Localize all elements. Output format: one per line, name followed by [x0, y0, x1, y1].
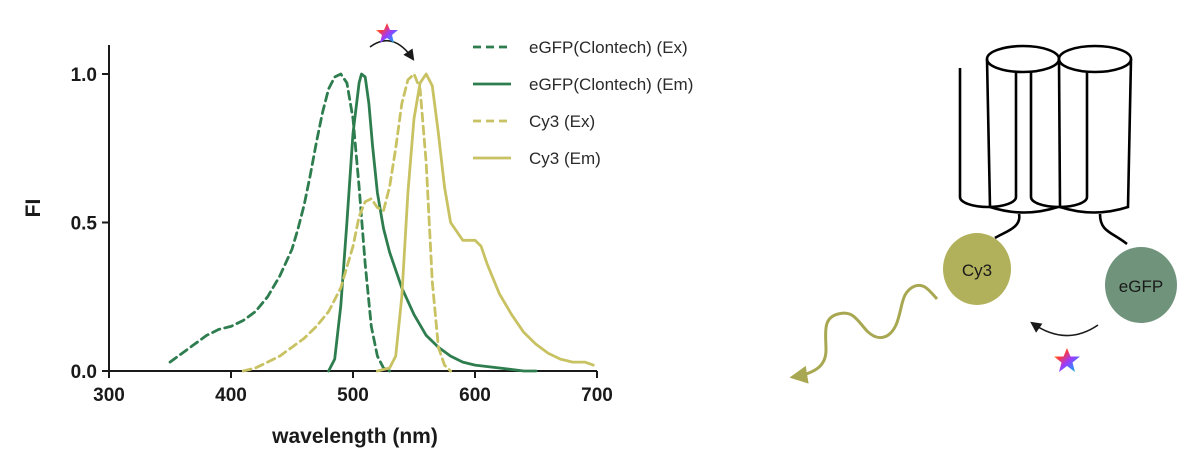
chart-axes [108, 45, 597, 372]
cylinder-outlines [985, 44, 1133, 214]
curved-arrow [1030, 321, 1099, 337]
left-helix-cylinder [958, 68, 1018, 209]
series-line-2 [327, 72, 538, 373]
transfer-arrow-top [369, 23, 415, 61]
x-tick-label: 700 [581, 385, 613, 406]
y-tick-label: 1.0 [71, 65, 97, 86]
legend-label: eGFP(Clontech) (Ex) [529, 38, 688, 57]
egfp-linker [1098, 213, 1128, 246]
x-axis-title: wavelength (nm) [271, 425, 438, 448]
cy3-label: Cy3 [962, 261, 992, 280]
y-tick-label: 0.5 [71, 214, 98, 235]
series-line-1 [168, 72, 391, 373]
series-layer [168, 72, 595, 373]
emission-wave [789, 283, 939, 384]
legend-label: Cy3 (Ex) [529, 112, 595, 131]
rainbow-star-icon [376, 23, 398, 43]
x-ticks: 300 400 500 600 700 [93, 371, 613, 406]
y-tick-label: 0.0 [71, 362, 97, 383]
cy3-linker [994, 213, 1021, 240]
chart-legend: eGFP(Clontech) (Ex) eGFP(Clontech) (Em) Cy… [473, 38, 693, 168]
y-axis-title: FI [22, 199, 45, 218]
egfp-ellipse [1105, 247, 1177, 323]
curved-arrow [369, 39, 415, 61]
x-tick-label: 400 [215, 385, 247, 406]
rainbow-star-icon [1054, 348, 1080, 372]
cy3-ellipse [943, 233, 1011, 305]
series-line-3 [241, 72, 452, 373]
x-tick-label: 500 [337, 385, 369, 406]
spectra-chart: 300 400 500 600 700 0.0 0.5 1.0 wavelength (nm… [22, 23, 693, 448]
legend-label: Cy3 (Em) [529, 149, 601, 168]
fret-diagram: Cy3 eGFP [789, 44, 1177, 384]
x-tick-label: 600 [459, 385, 491, 406]
transfer-arrow-bottom [1030, 321, 1099, 372]
series-line-4 [376, 72, 595, 373]
legend-label: eGFP(Clontech) (Em) [529, 75, 693, 94]
x-tick-label: 300 [93, 385, 125, 406]
egfp-label: eGFP [1119, 277, 1163, 296]
y-ticks: 0.0 0.5 1.0 [71, 65, 109, 383]
egfp-node: eGFP [1105, 247, 1177, 323]
cy3-node: Cy3 [943, 233, 1011, 305]
